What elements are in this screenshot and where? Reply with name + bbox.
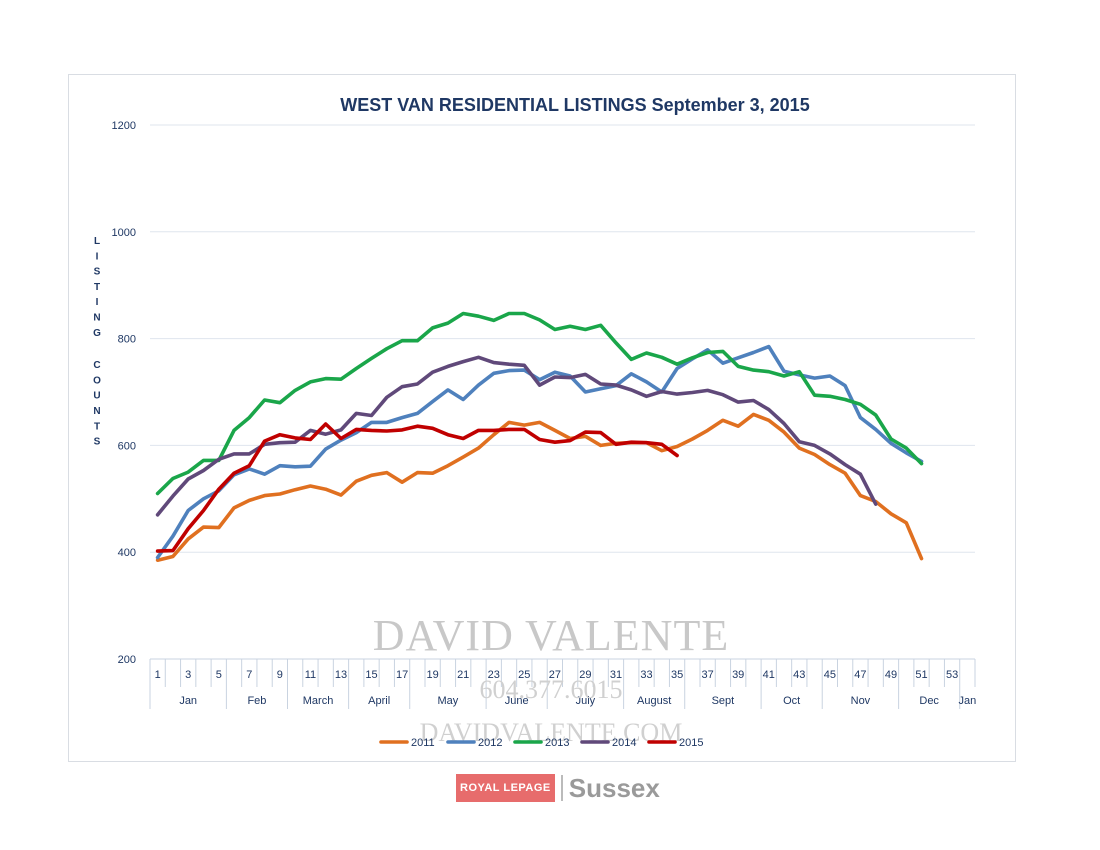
x-tick-label: 43 xyxy=(793,669,805,681)
series-line-2015 xyxy=(155,422,679,553)
x-tick-label: 37 xyxy=(702,669,714,681)
y-axis-title-letter: S xyxy=(94,267,101,278)
x-tick-label: 3 xyxy=(185,669,191,681)
series-line-2014 xyxy=(155,355,878,517)
x-tick-label: 15 xyxy=(365,669,377,681)
series-line-2013 xyxy=(155,311,924,496)
y-tick-label: 800 xyxy=(118,334,136,346)
y-axis-title-letter: T xyxy=(94,282,100,293)
y-axis-title-letter: N xyxy=(93,313,100,324)
x-tick-label: 9 xyxy=(277,669,283,681)
x-tick-label: 35 xyxy=(671,669,683,681)
legend: 2011 2012 2013 2014 2015 xyxy=(379,737,703,749)
x-tick-label: 49 xyxy=(885,669,897,681)
x-tick-label: 29 xyxy=(579,669,591,681)
month-label: Feb xyxy=(247,695,266,707)
legend-label: 2015 xyxy=(679,737,703,749)
month-label: Jan xyxy=(958,695,976,707)
watermark-phone: 604.377.6015 xyxy=(480,675,623,704)
month-label: Sept xyxy=(712,695,735,707)
month-label: May xyxy=(438,695,459,707)
x-tick-label: 17 xyxy=(396,669,408,681)
y-axis-title-letter: N xyxy=(93,406,100,417)
x-tick-label: 31 xyxy=(610,669,622,681)
month-label: April xyxy=(368,695,390,707)
x-tick-label: 23 xyxy=(488,669,500,681)
x-tick-label: 27 xyxy=(549,669,561,681)
month-label: July xyxy=(576,695,596,707)
watermark: DAVID VALENTE 604.377.6015 xyxy=(373,611,729,704)
watermark-name: DAVID VALENTE xyxy=(373,611,729,660)
y-axis-title-letter: G xyxy=(93,328,101,339)
y-axis-title-letter: I xyxy=(96,297,99,308)
x-tick-label: 47 xyxy=(854,669,866,681)
legend-label: 2011 xyxy=(411,737,435,749)
x-tick-label: 45 xyxy=(824,669,836,681)
month-label: Dec xyxy=(919,695,939,707)
x-tick-label: 51 xyxy=(915,669,927,681)
y-tick-label: 200 xyxy=(118,654,136,666)
y-tick-label: 1000 xyxy=(112,227,136,239)
x-tick-label: 25 xyxy=(518,669,530,681)
y-axis-title-letter: C xyxy=(93,360,100,371)
brand-royal-lepage: ROYAL LEPAGE xyxy=(456,774,555,802)
y-axis-title-letter: T xyxy=(94,421,100,432)
x-tick-label: 19 xyxy=(427,669,439,681)
legend-label: 2014 xyxy=(612,737,636,749)
gridlines: 200 400 600 800 1000 1200 xyxy=(112,120,975,666)
x-tick-label: 53 xyxy=(946,669,958,681)
y-axis-title-letter: I xyxy=(96,251,99,262)
month-label: June xyxy=(505,695,529,707)
brand-logo: ROYAL LEPAGE Sussex xyxy=(456,772,660,804)
x-tick-label: 1 xyxy=(155,669,161,681)
x-tick-label: 21 xyxy=(457,669,469,681)
series-lines xyxy=(155,311,924,563)
y-axis-title-letter: U xyxy=(93,391,100,402)
x-tick-label: 39 xyxy=(732,669,744,681)
month-label: March xyxy=(303,695,334,707)
month-label: Jan xyxy=(179,695,197,707)
month-label: Oct xyxy=(783,695,800,707)
x-tick-label: 13 xyxy=(335,669,347,681)
legend-label: 2013 xyxy=(545,737,569,749)
brand-divider xyxy=(560,775,563,801)
legend-label: 2012 xyxy=(478,737,502,749)
month-label: Nov xyxy=(851,695,871,707)
x-tick-label: 11 xyxy=(305,669,316,681)
x-tick-label: 7 xyxy=(246,669,252,681)
x-tick-label: 33 xyxy=(640,669,652,681)
month-label: August xyxy=(637,695,671,707)
x-axis: 1 3 5 7 9 11 13 15 17 19 21 23 25 27 29 31 33 35 37 39 41 43 4… xyxy=(149,658,976,709)
chart-title: WEST VAN RESIDENTIAL LISTINGS September … xyxy=(340,95,809,115)
chart-frame xyxy=(68,74,1016,762)
y-axis-title-letter: S xyxy=(94,437,101,448)
series-line-2011 xyxy=(155,412,924,563)
y-tick-label: 600 xyxy=(118,440,136,452)
x-tick-label: 41 xyxy=(763,669,775,681)
y-axis-title-letter: O xyxy=(93,375,101,386)
brand-sussex: Sussex xyxy=(568,772,660,803)
y-axis-title-letter: L xyxy=(94,236,100,247)
y-tick-label: 1200 xyxy=(112,120,136,132)
x-tick-label: 5 xyxy=(216,669,222,681)
y-tick-label: 400 xyxy=(118,547,136,559)
